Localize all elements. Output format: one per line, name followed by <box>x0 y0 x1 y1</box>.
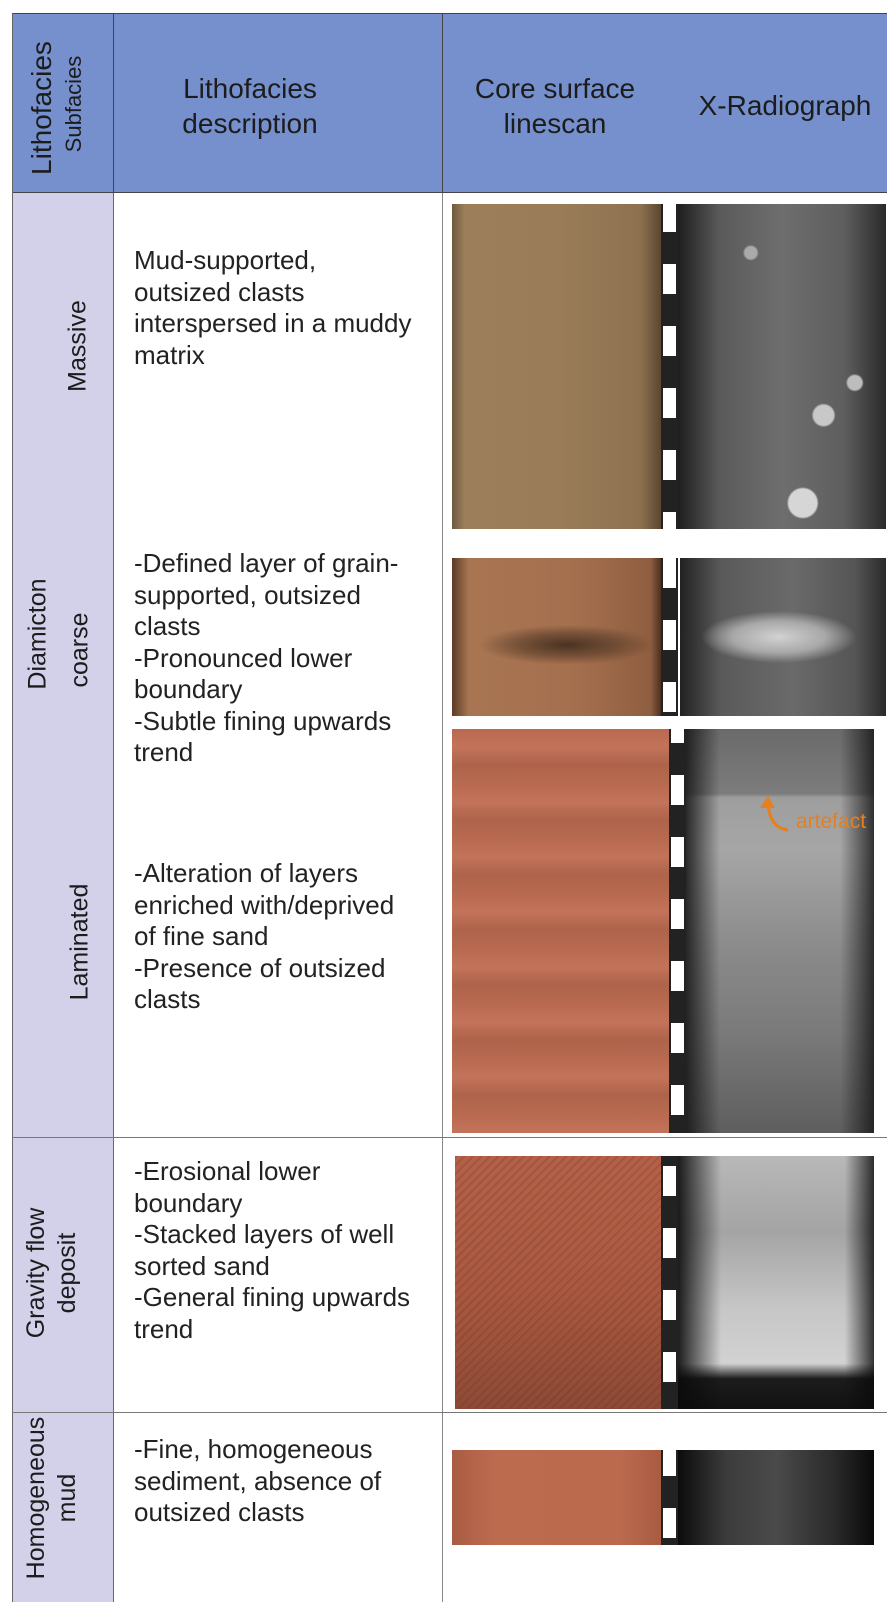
xradiograph-homogeneous <box>678 1450 874 1545</box>
linescan-homogeneous <box>452 1450 662 1545</box>
row-separator-1 <box>12 1137 887 1138</box>
header-lithofacies: Lithofacies <box>26 41 57 175</box>
scale-bar-massive <box>661 204 678 529</box>
body-divider-2 <box>442 193 443 1602</box>
xradiograph-gravity-flow <box>678 1156 874 1409</box>
scale-bar-laminated <box>669 729 686 1133</box>
description-massive: Mud-supported, outsized clasts intersper… <box>134 245 412 370</box>
description-laminated: -Alteration of layers enriched with/depr… <box>134 858 395 1014</box>
body-divider-1 <box>113 193 114 1602</box>
xradiograph-coarse <box>680 558 886 716</box>
header-description: Lithofacies description <box>182 73 318 139</box>
description-homogeneous: -Fine, homogeneous sediment, absence of … <box>134 1434 382 1527</box>
row-separator-2 <box>12 1412 887 1413</box>
artefact-label: artefact <box>796 810 867 833</box>
subfacies-laminated: Laminated <box>65 883 94 1001</box>
lithofacies-column <box>12 193 113 1602</box>
linescan-laminated <box>452 729 669 1133</box>
xradiograph-laminated <box>686 729 874 1133</box>
scale-bar-gravity-flow <box>661 1156 678 1409</box>
header-subfacies: Subfacies <box>61 55 86 153</box>
lithofacies-diamicton: Diamicton <box>23 578 52 690</box>
linescan-massive <box>452 204 661 529</box>
lithofacies-gravity-flow: Gravity flow deposit <box>22 1207 81 1339</box>
subfacies-massive: Massive <box>63 300 92 392</box>
description-coarse: -Defined layer of grain- supported, outs… <box>134 548 399 767</box>
linescan-gravity-flow <box>455 1156 661 1409</box>
subfacies-coarse: coarse <box>65 612 94 688</box>
header-divider-2 <box>442 13 443 193</box>
table-header <box>12 13 887 193</box>
header-xradiograph: X-Radiograph <box>698 90 872 121</box>
header-top-border <box>12 13 887 14</box>
xradiograph-massive <box>678 204 886 529</box>
lithofacies-homogeneous-mud: Homogeneous mud <box>22 1416 81 1580</box>
artefact-arrow-icon <box>760 796 789 832</box>
description-gravity-flow: -Erosional lower boundary -Stacked layer… <box>134 1156 411 1344</box>
scale-bar-coarse <box>661 558 678 716</box>
header-divider-1 <box>113 13 114 193</box>
header-linescan: Core surface linescan <box>474 73 636 139</box>
scale-bar-homogeneous <box>661 1450 678 1545</box>
header-bottom-border <box>12 192 887 193</box>
left-border <box>12 13 13 1602</box>
linescan-coarse <box>452 558 661 716</box>
